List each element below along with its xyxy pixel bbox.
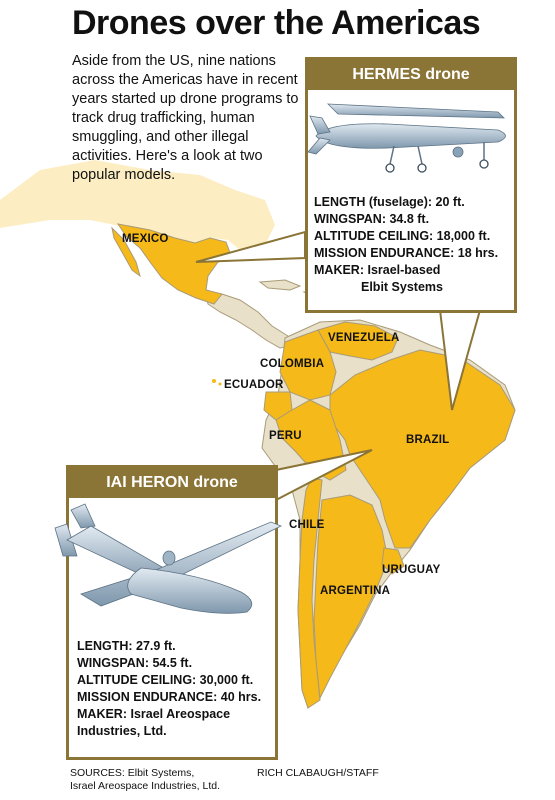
hermes-endurance: MISSION ENDURANCE: 18 hrs. <box>314 246 499 260</box>
label-venezuela: VENEZUELA <box>328 332 400 344</box>
central-america-land <box>204 291 291 349</box>
sources-line-2: Israel Areospace Industries, Ltd. <box>70 780 220 792</box>
hermes-length: LENGTH (fuselage): 20 ft. <box>314 195 465 209</box>
heron-heading: IAI HERON drone <box>69 468 275 498</box>
galapagos-islands <box>212 379 216 383</box>
chile-land <box>297 477 323 709</box>
label-mexico: MEXICO <box>122 233 169 245</box>
heron-wingspan: WINGSPAN: 54.5 ft. <box>77 656 193 670</box>
heron-maker: MAKER: Israel Areospace <box>77 707 231 721</box>
mexico-land <box>116 223 233 305</box>
heron-specs: LENGTH: 27.9 ft. WINGSPAN: 54.5 ft. ALTI… <box>77 638 261 740</box>
hermes-heading: HERMES drone <box>308 60 514 90</box>
page-title: Drones over the Americas <box>72 4 481 42</box>
heron-endurance: MISSION ENDURANCE: 40 hrs. <box>77 690 262 704</box>
intro-text: Aside from the US, nine nations across t… <box>72 53 299 183</box>
label-peru: PERU <box>269 430 302 442</box>
argentina-land <box>313 494 389 700</box>
venezuela-land <box>317 321 399 361</box>
baja-land <box>111 226 141 278</box>
heron-callout: IAI HERON drone LENGTH: 27.9 ft. WINGSPA… <box>54 465 282 760</box>
usa-land <box>0 160 275 260</box>
heron-drone-icon <box>54 503 282 614</box>
colombia-land <box>279 329 337 401</box>
hermes-callout: HERMES drone LENGTH (fuselage): 20 ft. W… <box>305 57 517 313</box>
hermes-drone-icon <box>308 103 506 173</box>
staff-credit: RICH CLABAUGH/STAFF <box>257 767 379 779</box>
hermes-specs: LENGTH (fuselage): 20 ft. WINGSPAN: 34.8… <box>314 194 498 296</box>
hermes-altitude: ALTITUDE CEILING: 18,000 ft. <box>314 229 491 243</box>
sources-line-1: SOURCES: Elbit Systems, <box>70 767 195 779</box>
label-ecuador: ECUADOR <box>224 379 284 391</box>
hermes-maker: MAKER: Israel-based <box>314 263 441 277</box>
hermes-maker-2: Elbit Systems <box>361 280 443 294</box>
heron-length: LENGTH: 27.9 ft. <box>77 639 176 653</box>
hermes-wingspan: WINGSPAN: 34.8 ft. <box>314 212 430 226</box>
label-uruguay: URUGUAY <box>382 564 441 576</box>
label-argentina: ARGENTINA <box>320 585 391 597</box>
sources: SOURCES: Elbit Systems, Israel Areospace… <box>70 767 220 793</box>
heron-altitude: ALTITUDE CEILING: 30,000 ft. <box>77 673 254 687</box>
label-brazil: BRAZIL <box>406 434 450 446</box>
uruguay-land <box>381 547 405 575</box>
label-colombia: COLOMBIA <box>260 358 325 370</box>
heron-maker-2: Industries, Ltd. <box>77 724 167 738</box>
label-chile: CHILE <box>289 519 325 531</box>
